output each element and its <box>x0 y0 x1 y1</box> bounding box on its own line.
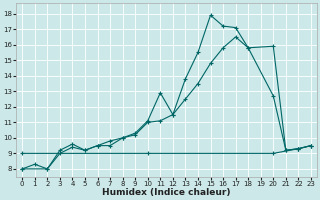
X-axis label: Humidex (Indice chaleur): Humidex (Indice chaleur) <box>102 188 231 197</box>
